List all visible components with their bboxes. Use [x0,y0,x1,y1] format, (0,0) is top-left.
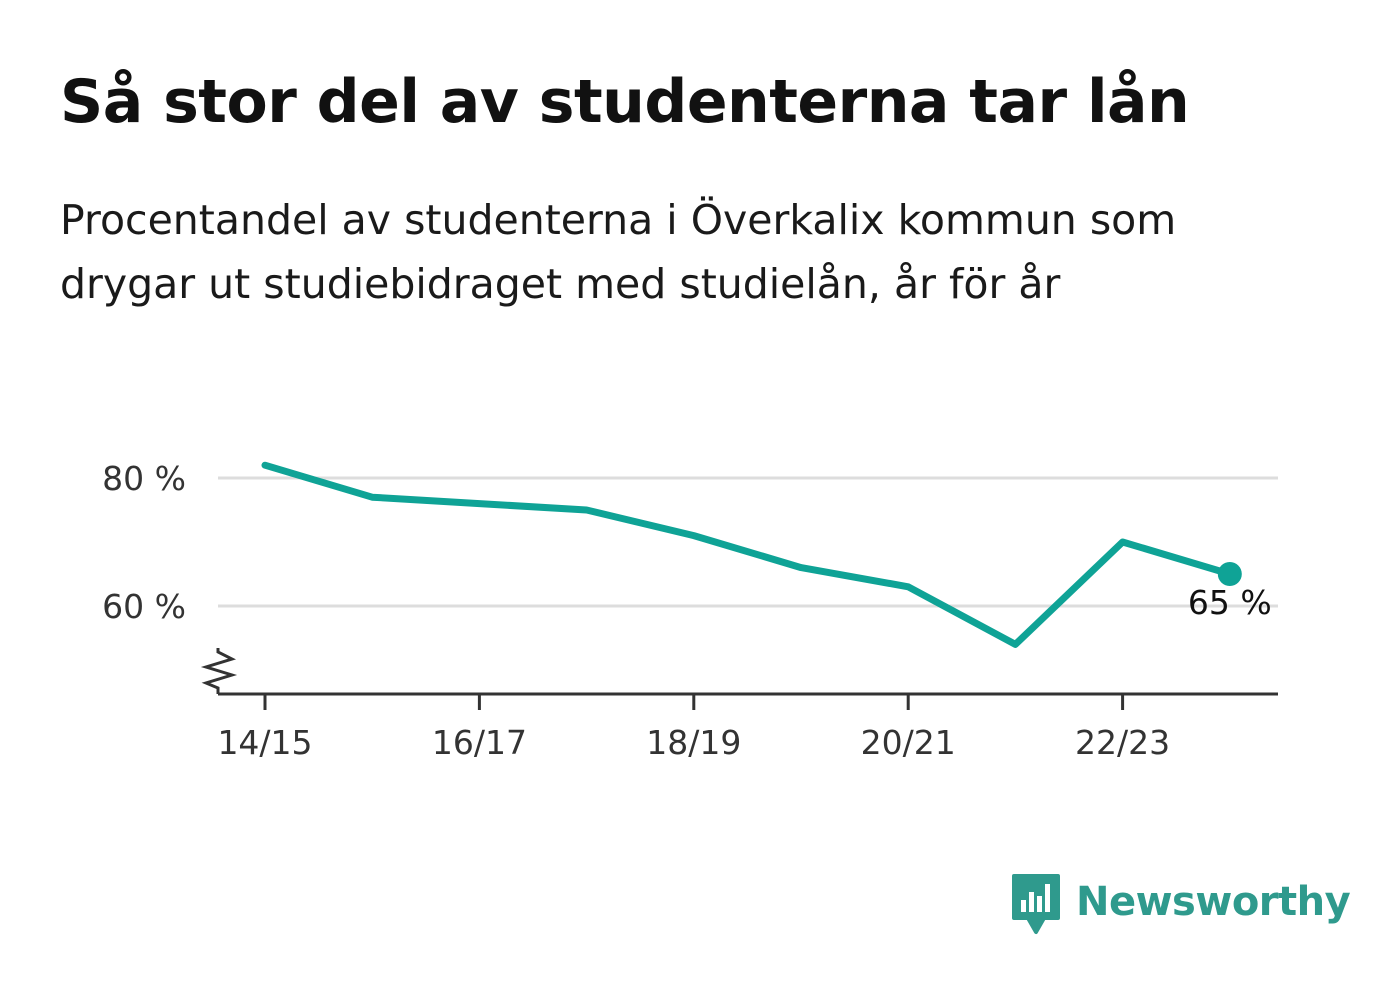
x-tick-label: 20/21 [861,723,956,762]
newsworthy-bar-chart-icon [1012,874,1060,934]
x-tick-label: 16/17 [432,723,527,762]
x-tick-label: 14/15 [217,723,312,762]
x-tick-label: 22/23 [1075,723,1170,762]
brand-logo: Newsworthy [1010,872,1351,942]
brand-name: Newsworthy [1076,879,1351,925]
chart-subtitle: Procentandel av studenterna i Överkalix … [60,196,1177,308]
chart-title: Så stor del av studenterna tar lån [60,67,1190,137]
y-tick-label: 80 % [102,459,186,498]
data-line [261,461,1234,648]
end-point-marker [1217,562,1242,586]
y-axis-break [200,648,238,694]
y-tick-label: 60 % [102,587,186,626]
x-tick-label: 18/19 [646,723,741,762]
end-value-label: 65 % [1188,583,1272,622]
